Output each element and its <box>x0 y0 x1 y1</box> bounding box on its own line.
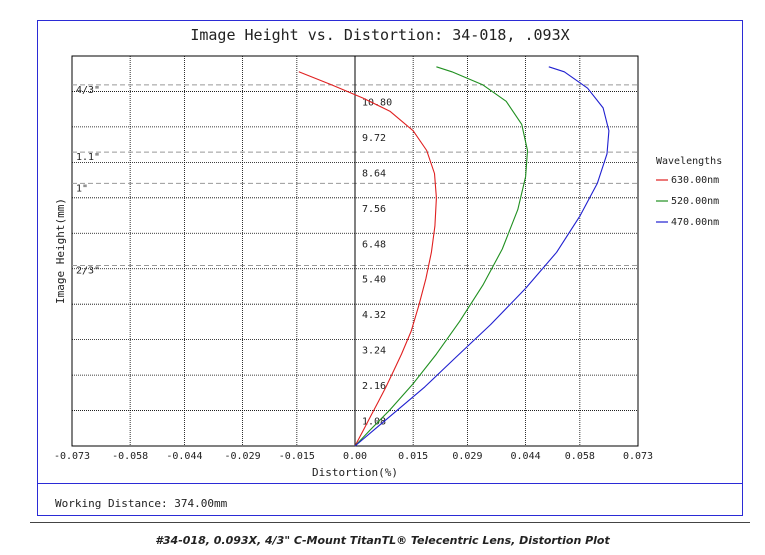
x-tick-label: -0.029 <box>225 451 261 462</box>
y-axis-label: Image Height(mm) <box>54 198 67 304</box>
figure-caption: #34-018, 0.093X, 4/3" C-Mount TitanTL® T… <box>155 534 610 547</box>
y-tick-label: 3.24 <box>362 346 386 357</box>
x-tick-label: -0.044 <box>166 451 202 462</box>
series-line-630.00nm <box>298 71 437 447</box>
x-tick-label: -0.058 <box>112 451 148 462</box>
y-tick-label: 10.80 <box>362 97 392 108</box>
series-line-470.00nm <box>354 66 610 447</box>
x-tick-label: 0.073 <box>623 451 653 462</box>
series-line-520.00nm <box>354 66 529 447</box>
x-tick-label: -0.015 <box>279 451 315 462</box>
y-tick-label: 5.40 <box>362 275 386 286</box>
legend-entry: 520.00nm <box>671 196 719 207</box>
x-tick-label: 0.058 <box>565 451 595 462</box>
legend-entry: 630.00nm <box>671 175 719 186</box>
x-tick-label: -0.073 <box>54 451 90 462</box>
sensor-size-label: 2/3" <box>76 265 100 276</box>
y-tick-label: 7.56 <box>362 204 386 215</box>
legend-title: Wavelengths <box>656 156 722 167</box>
y-tick-label: 9.72 <box>362 133 386 144</box>
y-tick-label: 1.08 <box>362 417 386 428</box>
distortion-chart: Image Height vs. Distortion: 34-018, .09… <box>54 26 722 479</box>
sensor-size-label: 1.1" <box>76 152 100 163</box>
sensor-size-label: 1" <box>76 183 88 194</box>
caption-divider <box>30 522 750 523</box>
legend-entry: 470.00nm <box>671 217 719 228</box>
y-tick-label: 2.16 <box>362 381 386 392</box>
x-tick-label: 0.00 <box>343 451 367 462</box>
sensor-size-label: 4/3" <box>76 85 100 96</box>
x-tick-label: 0.015 <box>398 451 428 462</box>
x-tick-label: 0.029 <box>452 451 482 462</box>
working-distance-label: Working Distance: 374.00mm <box>55 497 228 510</box>
footer-separator <box>37 483 743 484</box>
y-tick-label: 6.48 <box>362 239 386 250</box>
plot-frame <box>37 20 743 516</box>
y-tick-label: 4.32 <box>362 310 386 321</box>
x-tick-label: 0.044 <box>511 451 541 462</box>
x-axis-label: Distortion(%) <box>312 466 398 479</box>
y-tick-label: 8.64 <box>362 168 386 179</box>
chart-title: Image Height vs. Distortion: 34-018, .09… <box>190 26 569 44</box>
